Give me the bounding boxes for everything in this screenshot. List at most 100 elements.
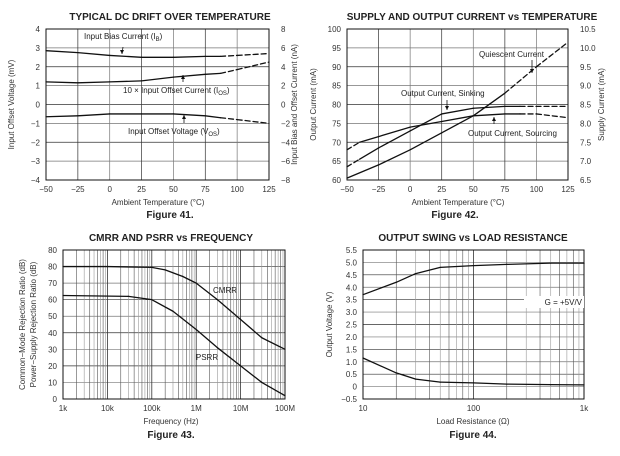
series-0-segment	[107, 267, 151, 268]
y2-tick-label: 10.0	[580, 44, 596, 53]
series-0-segment	[379, 131, 411, 148]
x-axis-label: Ambient Temperature (°C)	[412, 198, 505, 207]
series-1-segment	[46, 82, 78, 83]
series-1-segment	[78, 82, 110, 83]
arrowhead-icon	[182, 115, 186, 119]
series-2-segment	[78, 114, 110, 116]
y-axis-label-secondary: Power−Supply Rejection Ratio (dB)	[29, 261, 38, 387]
x-tick-label: 25	[437, 185, 446, 194]
y-axis-label: Output Voltage (V)	[325, 291, 334, 357]
y-tick-label: 95	[332, 44, 341, 53]
series-1-segment	[379, 127, 411, 136]
y-tick-label: 10	[48, 378, 57, 387]
series-label: PSRR	[196, 353, 218, 362]
series-2-segment	[173, 114, 205, 116]
y-tick-label: 1.5	[346, 345, 358, 354]
y-tick-label: 80	[48, 246, 57, 255]
series-1-segment	[129, 296, 152, 299]
y2-tick-label: 8.0	[580, 119, 592, 128]
series-0-segment	[416, 267, 441, 273]
series-1-segment	[110, 81, 142, 82]
y-tick-label: 2.0	[346, 333, 358, 342]
series-1-segment	[536, 114, 568, 118]
y-tick-label: 75	[332, 119, 341, 128]
y-tick-label: −4	[31, 176, 41, 185]
series-1-segment	[196, 329, 217, 347]
x-tick-label: 10	[359, 404, 368, 413]
chart-title: CMRR AND PSRR vs FREQUENCY	[89, 233, 253, 244]
series-2-segment	[410, 133, 442, 150]
series-1-segment	[142, 77, 174, 81]
y-tick-label: −1	[31, 119, 41, 128]
x-tick-label: 75	[500, 185, 509, 194]
series-1-segment	[63, 296, 129, 297]
x-tick-label: 125	[561, 185, 575, 194]
y2-tick-label: 9.0	[580, 82, 592, 91]
annotation-label: 10 × Input Offset Current (IOS)	[123, 86, 230, 97]
series-0-segment	[46, 51, 78, 53]
series-1-segment	[173, 311, 196, 329]
series-2-segment	[379, 150, 411, 165]
plot-frame	[63, 250, 285, 399]
annotation-label: Quiescent Current	[479, 50, 545, 59]
x-tick-label: 100M	[275, 404, 295, 413]
y-tick-label: 0	[36, 101, 41, 110]
series-0-segment	[360, 148, 379, 159]
series-0-segment	[473, 106, 505, 108]
y-tick-label: 70	[48, 279, 57, 288]
series-0-segment	[347, 159, 360, 167]
chart-title: TYPICAL DC DRIFT OVER TEMPERATURE	[69, 12, 271, 23]
annotation-label: Input Bias Current (IB)	[84, 32, 163, 43]
x-axis-label: Frequency (Hz)	[143, 417, 198, 426]
x-axis-label: Ambient Temperature (°C)	[112, 198, 205, 207]
x-tick-label: 100	[230, 185, 244, 194]
y-axis-label: Output Current (mA)	[309, 68, 318, 141]
x-tick-label: 1M	[191, 404, 202, 413]
series-0-segment	[165, 270, 183, 277]
series-1-segment	[474, 383, 507, 384]
y-tick-label: −3	[31, 157, 41, 166]
y-tick-label: 0	[53, 395, 58, 404]
y2-axis-label: Input Bias and Offset Current (nA)	[290, 44, 299, 165]
y-tick-label: 1.0	[346, 358, 358, 367]
series-1-segment	[363, 358, 396, 373]
y-tick-label: 2	[36, 63, 41, 72]
series-0-segment	[262, 338, 285, 350]
x-tick-label: 75	[201, 185, 210, 194]
y2-tick-label: 10.5	[580, 25, 596, 34]
series-0-segment	[78, 53, 110, 56]
x-tick-label: −25	[372, 185, 386, 194]
y-tick-label: 70	[332, 138, 341, 147]
chart-title: SUPPLY AND OUTPUT CURRENT vs TEMPERATURE	[347, 12, 598, 23]
series-2-segment	[221, 118, 238, 120]
y-tick-label: 3.0	[346, 308, 358, 317]
y2-tick-label: −8	[281, 176, 291, 185]
series-0-segment	[442, 108, 474, 114]
y-tick-label: 0.5	[346, 370, 358, 379]
y2-tick-label: 9.5	[580, 63, 592, 72]
y2-tick-label: 6.5	[580, 176, 592, 185]
y-tick-label: 1	[36, 82, 41, 91]
y-tick-label: −0.5	[341, 395, 357, 404]
y-tick-label: 80	[48, 263, 57, 272]
arrowhead-icon	[120, 50, 124, 54]
series-0-segment	[221, 55, 238, 56]
series-0-segment	[110, 55, 142, 57]
y-tick-label: 20	[48, 362, 57, 371]
series-2-segment	[347, 165, 379, 178]
x-tick-label: 100k	[143, 404, 161, 413]
series-1-segment	[217, 348, 240, 366]
series-1-segment	[221, 70, 238, 74]
y-tick-label: 30	[48, 345, 57, 354]
series-1-segment	[205, 73, 220, 74]
x-tick-label: 10k	[101, 404, 115, 413]
series-2-segment	[237, 120, 269, 124]
chart-title: OUTPUT SWING vs LOAD RESISTANCE	[378, 233, 568, 244]
series-2-segment	[46, 116, 78, 117]
series-0-segment	[363, 282, 396, 294]
y-tick-label: 3	[36, 44, 41, 53]
series-0-segment	[241, 320, 262, 338]
y-tick-label: 4.5	[346, 271, 358, 280]
